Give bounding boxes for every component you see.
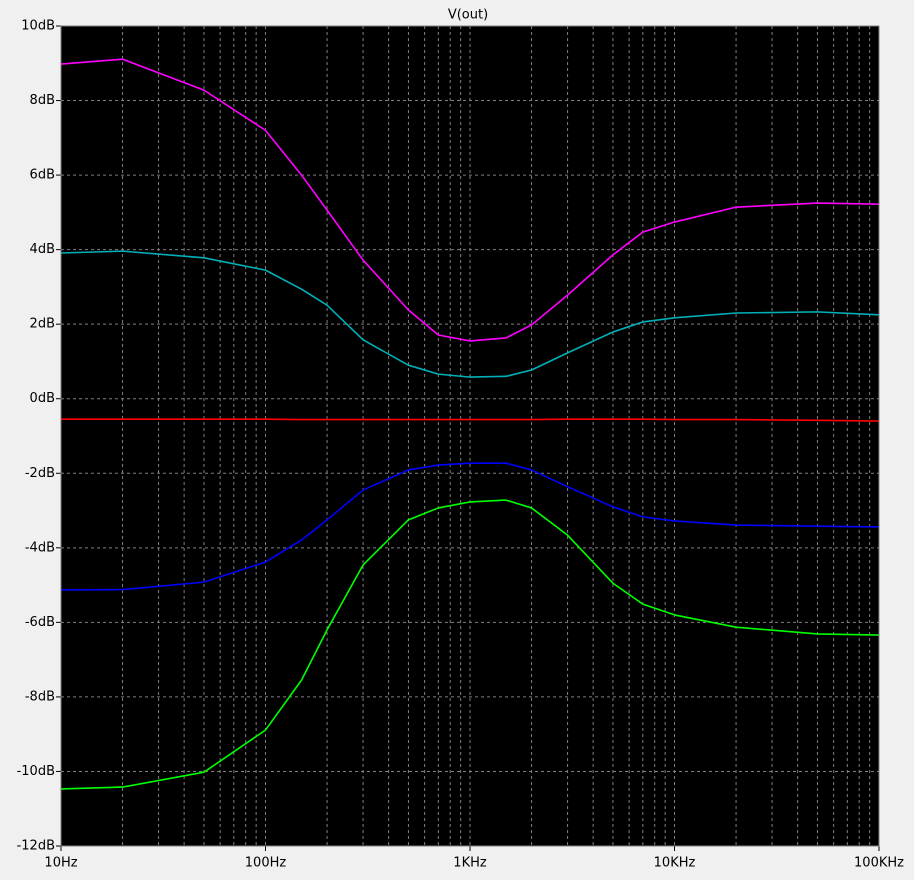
y-tick-label: -10dB: [17, 764, 55, 779]
x-tick-label: 1KHz: [453, 856, 487, 871]
x-tick-label: 100KHz: [854, 856, 904, 871]
chart-title: V(out): [448, 8, 488, 23]
series-line: [60, 462, 880, 591]
plot-border: [60, 25, 880, 847]
series-line: [60, 250, 880, 378]
y-tick-label: -2dB: [25, 466, 55, 481]
series-line: [60, 58, 880, 342]
y-tick-label: -8dB: [25, 689, 55, 704]
y-tick-label: -4dB: [25, 540, 55, 555]
y-tick-label: 6dB: [30, 168, 55, 183]
y-tick-label: 2dB: [30, 317, 55, 332]
y-tick-label: 4dB: [30, 242, 55, 257]
y-tick-label: 0dB: [30, 391, 55, 406]
series-line: [61, 418, 880, 422]
y-tick-label: -6dB: [25, 615, 55, 630]
x-tick-label: 10Hz: [44, 856, 77, 871]
x-tick-label: 100Hz: [245, 856, 287, 871]
x-tick-label: 10KHz: [654, 856, 696, 871]
y-tick-label: 10dB: [21, 19, 55, 34]
series-line: [60, 499, 880, 790]
y-tick-label: -12dB: [17, 839, 55, 854]
y-tick-label: 8dB: [30, 93, 55, 108]
